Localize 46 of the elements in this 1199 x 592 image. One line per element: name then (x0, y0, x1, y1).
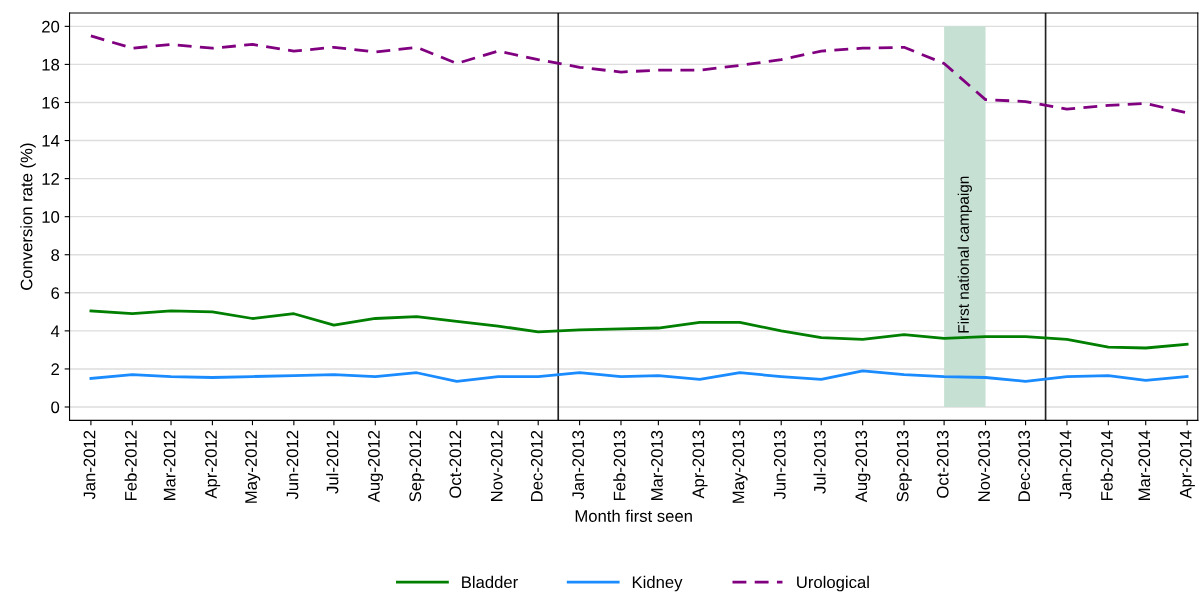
y-tick-label: 20 (42, 20, 60, 33)
x-tick-label: Mar-2013 (651, 430, 663, 500)
y-tick-label: 0 (51, 401, 60, 414)
y-tick-label: 16 (42, 96, 60, 109)
x-tick-label: Jun-2012 (286, 430, 299, 500)
line-series (89, 369, 1189, 383)
y-tick-label: 14 (42, 135, 60, 147)
x-tick-label: Jan-2013 (572, 430, 585, 500)
x-tick-label: Dec-2012 (530, 430, 543, 501)
x-tick-label: Oct-2013 (936, 430, 949, 498)
y-tick-label: 2 (51, 363, 59, 375)
x-tick-label: Nov-2013 (978, 430, 990, 501)
x-tick-label: Oct-2012 (449, 430, 462, 498)
x-tick-label: Jun-2013 (773, 430, 786, 500)
y-tick-label: 10 (42, 211, 60, 223)
x-tick-label: Feb-2014 (1100, 430, 1113, 501)
x-tick-label: Sep-2013 (896, 430, 912, 502)
x-tick-label: Aug-2013 (855, 430, 871, 503)
y-tick-label: 4 (50, 325, 60, 337)
legend-label: Kidney (632, 575, 683, 592)
x-tick-label: Apr-2014 (1179, 430, 1195, 499)
y-tick-label: 8 (51, 249, 60, 261)
x-tick-label: Dec-2013 (1018, 430, 1031, 501)
x-tick-label: May-2013 (732, 430, 748, 503)
y-tick-label: 6 (51, 287, 60, 300)
x-tick-label: Nov-2012 (490, 430, 503, 501)
y-tick-label: 12 (42, 173, 59, 185)
x-tick-label: Apr-2013 (692, 430, 708, 499)
x-tick-label: Mar-2012 (163, 430, 176, 500)
legend-label: Bladder (462, 575, 518, 589)
x-tick-label: Jul-2013 (813, 430, 826, 494)
x-tick-label: May-2012 (245, 430, 261, 503)
x-tick-label: Feb-2012 (124, 430, 137, 501)
band-label: First national campaign (957, 176, 972, 333)
x-tick-label: Apr-2012 (205, 430, 221, 499)
x-tick-label: Feb-2013 (613, 430, 626, 501)
y-tick-label: 18 (42, 58, 60, 71)
x-tick-label: Mar-2014 (1138, 430, 1151, 500)
x-axis-title: Month first seen (575, 509, 692, 522)
x-tick-label: Aug-2012 (367, 430, 384, 503)
x-tick-label: Sep-2012 (409, 430, 425, 502)
x-tick-label: Jul-2012 (326, 430, 339, 494)
y-axis-title: Conversion rate (%) (20, 143, 36, 290)
x-tick-label: Jan-2012 (83, 430, 96, 500)
legend-label: Urological (797, 575, 869, 592)
x-tick-label: Jan-2014 (1059, 430, 1072, 500)
